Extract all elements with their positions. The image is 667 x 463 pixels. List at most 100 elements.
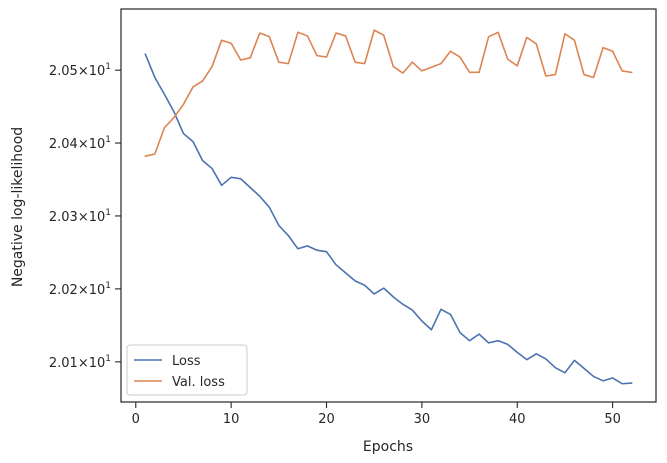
data-point-val-loss bbox=[334, 31, 337, 34]
data-point-loss bbox=[621, 382, 624, 385]
data-point-val-loss bbox=[268, 35, 271, 38]
data-point-loss bbox=[544, 357, 547, 360]
data-point-loss bbox=[478, 333, 481, 336]
data-point-val-loss bbox=[201, 80, 204, 83]
data-point-val-loss bbox=[258, 31, 261, 34]
data-point-loss bbox=[525, 358, 528, 361]
data-point-val-loss bbox=[601, 46, 604, 49]
data-point-loss bbox=[392, 295, 395, 298]
plot-frame bbox=[120, 8, 657, 403]
data-point-val-loss bbox=[344, 34, 347, 37]
y-tick-label: 2.04×101 bbox=[49, 135, 111, 152]
x-tick-label: 10 bbox=[223, 412, 240, 427]
data-point-loss bbox=[239, 177, 242, 180]
data-point-loss bbox=[497, 339, 500, 342]
data-point-loss bbox=[592, 375, 595, 378]
data-point-val-loss bbox=[630, 71, 633, 74]
y-axis-ticks: 2.01×101 2.02×101 2.03×101 2.04×101 2.05×101 bbox=[49, 62, 121, 371]
data-point-loss bbox=[563, 371, 566, 374]
data-point-loss bbox=[268, 206, 271, 209]
data-point-val-loss bbox=[363, 62, 366, 65]
x-axis-label: Epochs bbox=[363, 439, 413, 455]
data-point-loss bbox=[449, 313, 452, 316]
x-tick-label: 40 bbox=[509, 412, 526, 427]
data-point-loss bbox=[420, 319, 423, 322]
data-point-loss bbox=[516, 351, 519, 354]
x-tick-label: 30 bbox=[414, 412, 431, 427]
data-point-loss bbox=[630, 381, 633, 384]
data-point-val-loss bbox=[373, 29, 376, 32]
data-point-val-loss bbox=[487, 35, 490, 38]
data-point-loss bbox=[458, 331, 461, 334]
data-point-loss bbox=[430, 328, 433, 331]
data-point-loss bbox=[382, 287, 385, 290]
data-point-val-loss bbox=[430, 66, 433, 69]
data-point-loss bbox=[601, 379, 604, 382]
data-point-loss bbox=[163, 93, 166, 96]
data-point-val-loss bbox=[458, 55, 461, 58]
data-point-loss bbox=[354, 279, 357, 282]
y-tick-label: 2.05×101 bbox=[49, 62, 111, 79]
data-point-val-loss bbox=[506, 58, 509, 61]
data-point-val-loss bbox=[449, 50, 452, 53]
data-point-val-loss bbox=[230, 42, 233, 45]
data-point-loss bbox=[191, 140, 194, 143]
data-point-loss bbox=[573, 359, 576, 362]
series-line-loss bbox=[144, 53, 633, 385]
x-tick-label: 50 bbox=[604, 412, 621, 427]
y-tick-label: 2.03×101 bbox=[49, 208, 111, 225]
data-point-val-loss bbox=[420, 69, 423, 72]
data-point-val-loss bbox=[163, 126, 166, 129]
data-point-loss bbox=[554, 366, 557, 369]
data-point-val-loss bbox=[497, 31, 500, 34]
legend-label-loss: Loss bbox=[172, 354, 201, 369]
data-point-val-loss bbox=[296, 31, 299, 34]
data-point-loss bbox=[344, 271, 347, 274]
data-point-loss bbox=[582, 367, 585, 370]
y-axis-label: Negative log-likelihood bbox=[10, 127, 26, 287]
data-point-val-loss bbox=[249, 56, 252, 59]
data-point-val-loss bbox=[478, 71, 481, 74]
data-point-val-loss bbox=[592, 76, 595, 79]
legend-box bbox=[126, 344, 248, 396]
data-point-val-loss bbox=[277, 61, 280, 64]
data-point-val-loss bbox=[315, 54, 318, 57]
data-point-val-loss bbox=[239, 58, 242, 61]
data-point-loss bbox=[411, 308, 414, 311]
data-point-val-loss bbox=[525, 36, 528, 39]
data-point-loss bbox=[439, 308, 442, 311]
data-point-loss bbox=[201, 159, 204, 162]
data-point-loss bbox=[401, 303, 404, 306]
series-line-val-loss bbox=[144, 29, 633, 157]
data-point-val-loss bbox=[354, 61, 357, 64]
data-point-loss bbox=[249, 186, 252, 189]
data-point-val-loss bbox=[535, 42, 538, 45]
data-point-loss bbox=[144, 53, 147, 56]
data-point-loss bbox=[296, 247, 299, 250]
data-point-val-loss bbox=[153, 152, 156, 155]
data-point-loss bbox=[535, 352, 538, 355]
data-point-val-loss bbox=[563, 32, 566, 35]
data-point-loss bbox=[315, 249, 318, 252]
data-point-loss bbox=[363, 284, 366, 287]
data-point-val-loss bbox=[210, 65, 213, 68]
data-point-loss bbox=[306, 244, 309, 247]
data-point-loss bbox=[210, 167, 213, 170]
plot-area bbox=[121, 9, 656, 402]
data-point-loss bbox=[220, 184, 223, 187]
data-point-loss bbox=[182, 132, 185, 135]
data-point-val-loss bbox=[554, 73, 557, 76]
data-point-val-loss bbox=[582, 73, 585, 76]
x-axis-ticks: 0 10 20 30 40 50 bbox=[132, 402, 621, 427]
data-point-loss bbox=[153, 76, 156, 79]
data-point-loss bbox=[287, 234, 290, 237]
data-point-val-loss bbox=[144, 155, 147, 158]
data-point-loss bbox=[487, 341, 490, 344]
x-tick-label: 0 bbox=[132, 412, 140, 427]
data-point-val-loss bbox=[544, 74, 547, 77]
data-point-val-loss bbox=[220, 39, 223, 42]
data-point-val-loss bbox=[182, 103, 185, 106]
data-point-loss bbox=[230, 176, 233, 179]
data-point-loss bbox=[468, 339, 471, 342]
